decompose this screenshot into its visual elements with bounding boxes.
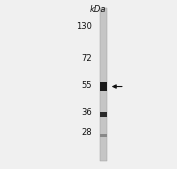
Bar [100, 8, 107, 161]
Bar [100, 112, 107, 117]
Text: kDa: kDa [90, 5, 106, 14]
Bar [100, 134, 107, 137]
Bar [100, 82, 107, 91]
Text: 28: 28 [81, 128, 92, 137]
Text: 130: 130 [76, 22, 92, 31]
Text: 36: 36 [81, 108, 92, 117]
Text: 55: 55 [82, 81, 92, 90]
Text: 72: 72 [81, 54, 92, 63]
